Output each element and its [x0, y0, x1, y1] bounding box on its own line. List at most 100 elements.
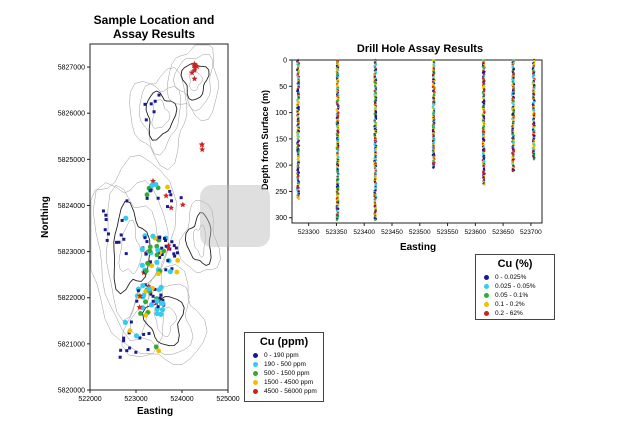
map-sample-point [154, 259, 160, 265]
drill-x-tick-label: 523600 [464, 229, 486, 236]
map-sample-point [189, 69, 196, 76]
map-sample-point [104, 218, 108, 222]
map-sample-point [199, 141, 206, 148]
map-sample-point [191, 67, 198, 73]
map-sample-point [159, 307, 166, 313]
drill-y-tick-label: 100 [275, 110, 287, 117]
map-sample-point [164, 238, 168, 242]
drill-legend-swatch [484, 284, 489, 289]
map-sample-point [191, 75, 198, 82]
map-sample-point [119, 233, 123, 237]
map-legend-swatch [253, 371, 258, 376]
drill-y-tick-label: 50 [279, 84, 287, 91]
map-sample-point [149, 292, 153, 296]
map-contour-line [188, 70, 203, 91]
drill-legend-entry: 0.2 - 62% [476, 309, 554, 318]
map-sample-point [150, 177, 157, 184]
map-sample-point [138, 336, 142, 340]
map-sample-point [165, 245, 172, 252]
map-sample-point [106, 232, 110, 236]
map-sample-point [122, 336, 126, 340]
drill-hole [373, 58, 378, 222]
map-sample-point [194, 63, 201, 70]
map-sample-point [170, 199, 174, 203]
map-y-label: Northing [40, 196, 51, 238]
drill-x-tick-label: 523550 [437, 229, 459, 236]
map-sample-point [158, 284, 164, 290]
map-sample-point [151, 294, 155, 298]
map-sample-point [141, 292, 147, 298]
map-sample-point [158, 255, 162, 259]
drill-x-tick-label: 523500 [409, 229, 431, 236]
map-contours [90, 44, 221, 365]
map-sample-point [124, 252, 128, 256]
map-sample-point [122, 339, 126, 343]
map-sample-point [147, 248, 153, 254]
map-sample-point [175, 258, 181, 263]
drill-sample-point [511, 169, 514, 173]
map-sample-point [120, 218, 124, 222]
map-sample-point [170, 267, 174, 271]
drill-legend-label: 0.1 - 0.2% [495, 301, 525, 308]
map-sample-point [128, 346, 132, 350]
map-sample-point [133, 333, 140, 339]
map-legend-entry: 0 - 190 ppm [245, 351, 323, 360]
map-x-tick-label: 522000 [78, 396, 101, 403]
drill-sample-point [432, 166, 435, 169]
map-sample-point [152, 110, 156, 114]
map-sample-point [169, 193, 173, 197]
map-sample-point [160, 252, 164, 256]
drill-x-label: Easting [400, 242, 436, 253]
drill-hole [511, 58, 516, 173]
map-sample-point [173, 254, 177, 258]
drill-legend-swatch [484, 311, 489, 316]
map-legend-title: Cu (ppm) [259, 336, 309, 348]
drill-legend-swatch [484, 293, 489, 298]
map-sample-point [153, 344, 159, 350]
map-sample-point [149, 263, 155, 269]
drill-hole [481, 58, 486, 186]
drill-x-tick-label: 523400 [353, 229, 375, 236]
map-sample-point [154, 252, 160, 258]
map-sample-point [148, 302, 155, 308]
map-sample-point [151, 299, 155, 303]
map-sample-point [161, 248, 167, 254]
map-contour-line [153, 306, 177, 337]
map-sample-point [149, 102, 153, 106]
map-sample-point [179, 201, 186, 208]
map-contour-line [177, 200, 221, 273]
map-sample-point [170, 240, 174, 244]
map-legend-label: 0 - 190 ppm [264, 352, 299, 359]
map-sample-point [118, 355, 122, 359]
map-sample-point [149, 182, 155, 188]
map-x-tick-label: 524000 [170, 396, 193, 403]
map-sample-point [105, 238, 109, 242]
map-sample-point [139, 262, 145, 268]
drill-sample-point [532, 158, 536, 161]
map-y-tick-label: 5821000 [58, 341, 85, 348]
map-sample-point [142, 332, 146, 336]
drill-x-axis: 523300 523350 523400 523450 523500 523550 5236… [298, 223, 542, 236]
map-sample-point [136, 289, 140, 293]
map-x-tick-label: 525000 [216, 396, 239, 403]
map-sample-point [148, 260, 152, 264]
map-sample-point [143, 312, 149, 318]
map-legend-label: 190 - 500 ppm [264, 361, 306, 368]
drill-y-axis: 0 50 100 150 200 250 300 [275, 58, 292, 222]
map-sample-point [143, 268, 149, 274]
drill-x-tick-label: 523700 [520, 229, 542, 236]
map-sample-point [150, 233, 156, 239]
map-sample-point [136, 292, 143, 299]
drill-legend-swatch [484, 302, 489, 307]
drill-legend-label: 0.025 - 0.05% [495, 283, 536, 290]
map-contour-line [173, 53, 213, 112]
drill-legend-swatch [484, 275, 489, 280]
map-sample-point [165, 242, 172, 249]
map-legend-label: 500 - 1500 ppm [264, 370, 310, 377]
drill-hole [335, 58, 340, 222]
map-contour-line [184, 212, 212, 267]
drill-legend-label: 0.2 - 62% [495, 310, 523, 317]
map-sample-point [119, 348, 123, 352]
map-sample-point [143, 236, 147, 240]
